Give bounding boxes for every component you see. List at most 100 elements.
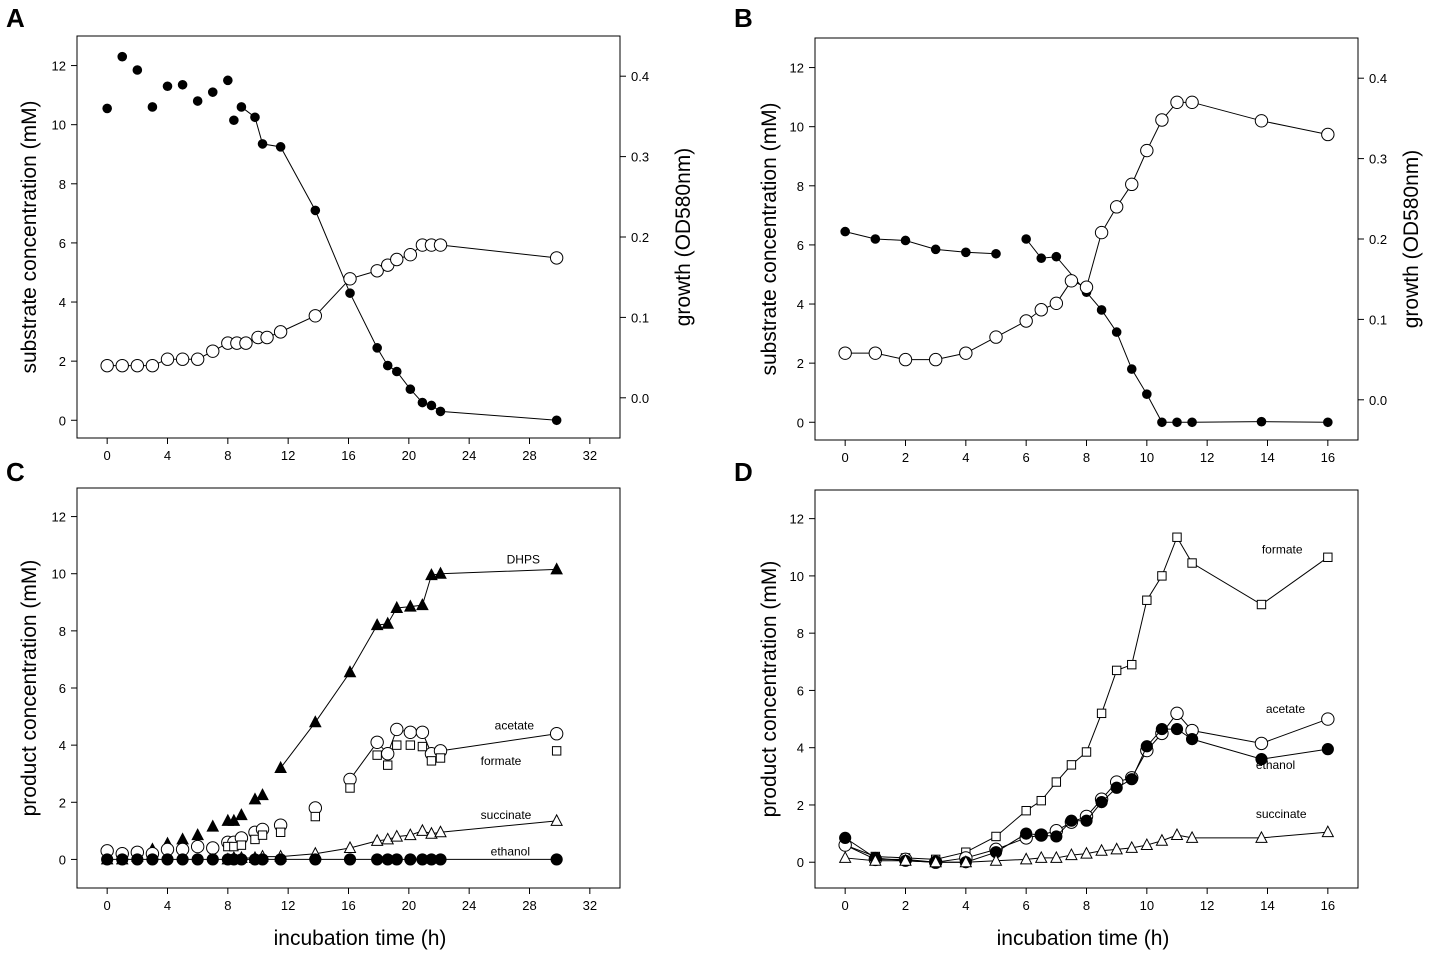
data-point <box>1036 795 1046 806</box>
data-point <box>1111 327 1122 337</box>
data-point <box>275 827 286 837</box>
x-tick-label: 12 <box>1200 450 1214 465</box>
data-point <box>1321 712 1335 726</box>
data-point <box>403 725 418 739</box>
y2-axis-title: growth (OD580nm) <box>1400 150 1423 329</box>
data-point <box>102 103 112 114</box>
data-point <box>415 725 430 739</box>
data-point <box>1321 825 1335 838</box>
y-tick-label: 8 <box>797 626 804 641</box>
data-point <box>550 562 563 575</box>
x-tick-label: 10 <box>1140 450 1154 465</box>
data-point <box>959 346 973 360</box>
data-point <box>239 336 253 350</box>
data-point <box>343 665 357 678</box>
data-point <box>1125 773 1138 786</box>
series-label: ethanol <box>491 844 530 858</box>
x-tick-label: 16 <box>1321 450 1335 465</box>
data-point <box>132 65 143 75</box>
data-point <box>146 853 159 866</box>
data-point <box>310 811 321 822</box>
data-point <box>372 343 382 353</box>
data-point <box>1125 177 1139 192</box>
x-tick-label: 28 <box>522 898 536 913</box>
data-point <box>147 102 158 112</box>
plot-frame <box>76 487 621 889</box>
data-point <box>1125 840 1139 853</box>
data-point <box>961 247 971 258</box>
data-point <box>435 406 446 417</box>
series-acetate <box>100 722 564 861</box>
data-point <box>370 264 384 278</box>
x-tick-label: 8 <box>1083 450 1090 465</box>
data-point <box>162 81 173 92</box>
y-tick-label: 6 <box>797 683 804 698</box>
data-point <box>131 853 144 866</box>
y-tick-label: 10 <box>52 118 66 133</box>
data-point <box>192 96 203 106</box>
data-point <box>229 115 239 126</box>
series-growth <box>100 238 564 373</box>
x-tick-label: 8 <box>224 448 231 463</box>
data-point <box>1256 599 1267 610</box>
series-label: acetate <box>1266 702 1306 716</box>
y-tick-label: 12 <box>52 59 66 74</box>
y-axis-title: product concentration (mM) <box>758 561 781 818</box>
series-line <box>107 244 557 367</box>
data-point <box>1034 850 1048 863</box>
data-point <box>549 727 564 741</box>
data-point <box>1080 846 1093 859</box>
x-tick-label: 16 <box>341 448 355 463</box>
data-point <box>549 251 564 265</box>
y-tick-label: 8 <box>59 624 66 639</box>
data-point <box>372 750 382 760</box>
y-tick-label: 4 <box>797 297 804 312</box>
data-point <box>1049 296 1064 311</box>
data-point <box>404 828 417 841</box>
y2-tick-label: 0.4 <box>1369 71 1387 86</box>
data-point <box>426 756 437 766</box>
series-label: acetate <box>495 719 535 733</box>
data-point <box>176 853 189 866</box>
y-tick-label: 0 <box>59 852 66 867</box>
x-tick-label: 32 <box>583 898 597 913</box>
data-point <box>235 853 248 866</box>
data-point <box>1254 736 1269 751</box>
series-label: formate <box>481 754 522 768</box>
data-point <box>391 366 402 377</box>
data-point <box>160 352 175 366</box>
data-point <box>1140 740 1153 753</box>
data-point <box>1064 274 1079 288</box>
data-point <box>1170 722 1184 736</box>
data-point <box>370 833 384 846</box>
data-point <box>435 753 446 763</box>
y-tick-label: 0 <box>797 855 804 870</box>
data-point <box>1155 722 1169 736</box>
data-point <box>190 352 205 366</box>
data-point <box>1140 143 1154 158</box>
y2-tick-label: 0.4 <box>631 69 649 84</box>
series-line <box>845 101 1328 361</box>
x-tick-label: 4 <box>164 898 171 913</box>
data-point <box>898 352 913 367</box>
data-point <box>840 226 850 237</box>
data-point <box>1050 850 1063 863</box>
x-tick-label: 32 <box>583 448 597 463</box>
x-tick-label: 0 <box>104 448 111 463</box>
data-point <box>116 853 129 866</box>
data-point <box>1066 760 1077 770</box>
panel-letter: B <box>734 3 753 33</box>
data-point <box>101 853 114 866</box>
data-point <box>1094 225 1109 240</box>
y-tick-label: 0 <box>797 415 804 430</box>
y2-tick-label: 0.0 <box>1369 393 1387 408</box>
series-succinate <box>838 825 1335 868</box>
data-point <box>416 823 429 836</box>
panel-letter: A <box>6 3 25 33</box>
x-tick-label: 6 <box>1023 898 1030 913</box>
y2-tick-label: 0.2 <box>631 230 649 245</box>
series-label: formate <box>1262 542 1303 556</box>
x-tick-label: 2 <box>902 898 909 913</box>
series-ethanol <box>101 853 563 866</box>
